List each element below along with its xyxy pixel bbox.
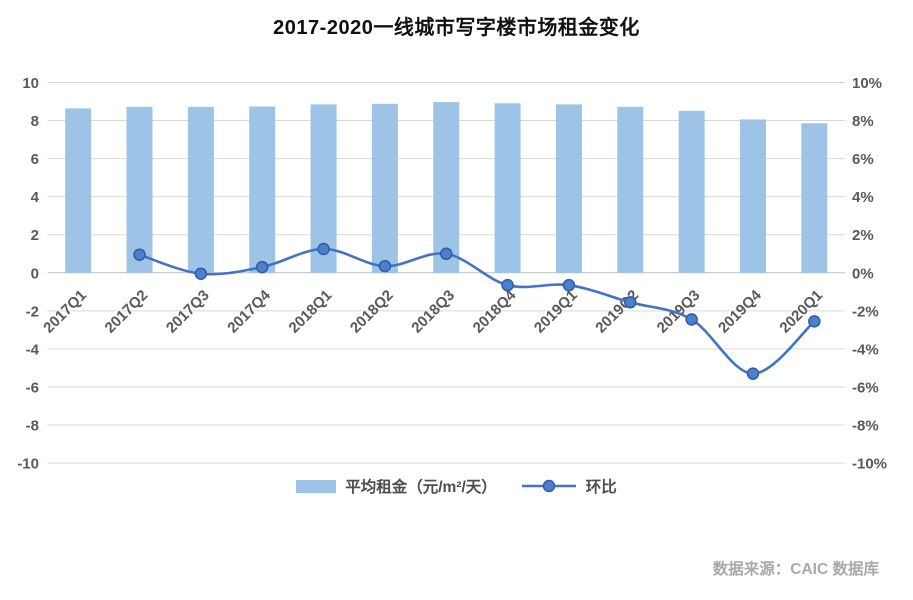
left-axis-tick--8: -8 [26,418,39,435]
left-axis-tick--2: -2 [26,303,39,320]
bar-2017Q3 [187,106,214,273]
left-axis-tick-8: 8 [31,113,39,130]
bar-2019Q4 [739,119,766,273]
right-axis-tick-6%: 6% [852,151,874,168]
x-axis-label-2019Q2: 2019Q2 [592,287,642,337]
bar-2017Q1 [65,108,92,273]
data-source-note: 数据来源：CAIC 数据库 [712,561,879,578]
right-axis-tick-0%: 0% [852,265,874,282]
qoq-point-2019Q4 [746,367,760,380]
x-axis-label-2017Q4: 2017Q4 [224,286,274,336]
legend-item-average-rent: 平均租金（元/m²/天） [296,475,497,497]
qoq-point-2020Q1 [808,315,821,328]
right-axis-tick--10%: -10% [852,456,887,473]
bar-2019Q1 [555,104,582,273]
right-axis-tick--2%: -2% [852,303,879,320]
x-axis-label-2018Q1: 2018Q1 [286,287,336,337]
x-axis-label-2019Q1: 2019Q1 [531,287,581,337]
left-axis-tick-4: 4 [31,189,40,206]
right-axis-tick-10%: 10% [852,75,882,92]
bar-series-swatch [296,479,337,493]
left-axis-tick-10: 10 [22,75,39,92]
right-axis-tick--4%: -4% [852,341,879,358]
left-axis-tick-0: 0 [31,265,39,282]
bar-2017Q4 [249,106,276,273]
legend-label-average-rent: 平均租金（元/m²/天） [345,479,497,496]
right-axis-tick--6%: -6% [852,379,879,396]
chart-legend: 平均租金（元/m²/天） 环比 [0,475,913,497]
x-axis-label-2020Q1: 2020Q1 [776,287,826,337]
qoq-point-2019Q2 [624,296,637,309]
qoq-point-2018Q1 [317,242,330,256]
x-axis-label-2018Q3: 2018Q3 [408,287,458,337]
bar-2017Q2 [126,106,153,273]
right-axis-tick--8%: -8% [852,418,879,435]
bar-2019Q3 [678,110,705,273]
chart-title: 2017-2020一线城市写字楼市场租金变化 [273,17,640,39]
left-axis-tick-6: 6 [31,151,39,168]
qoq-point-2019Q3 [685,313,698,326]
left-axis-tick--4: -4 [26,341,40,358]
qoq-point-2018Q2 [378,259,392,273]
line-marker-icon [521,479,576,493]
x-axis-label-2019Q4: 2019Q4 [715,286,765,336]
right-axis-tick-4%: 4% [852,189,874,206]
x-axis-label-2017Q1: 2017Q1 [40,287,90,337]
qoq-point-2017Q3 [194,267,208,281]
right-axis-tick-2%: 2% [852,227,874,244]
legend-label-qoq: 环比 [585,479,617,496]
left-axis-tick--10: -10 [17,456,39,473]
bar-2019Q2 [617,106,644,273]
x-axis-label-2017Q3: 2017Q3 [163,287,213,337]
qoq-point-2017Q2 [133,248,146,261]
qoq-point-2017Q4 [255,260,269,274]
line-series-swatch [521,479,577,493]
x-axis-label-2018Q2: 2018Q2 [347,287,397,337]
legend-item-qoq: 环比 [521,475,617,497]
bar-2018Q4 [494,103,521,273]
left-axis-tick-2: 2 [31,227,39,244]
x-axis-label-2019Q3: 2019Q3 [654,287,704,337]
bar-2020Q1 [801,123,828,273]
bar-2018Q2 [371,103,398,273]
right-axis-tick-8%: 8% [852,113,874,130]
qoq-point-2018Q4 [501,278,514,292]
left-axis-tick--6: -6 [26,379,39,396]
qoq-point-2019Q1 [562,278,576,292]
x-axis-label-2018Q4: 2018Q4 [470,286,520,336]
bar-2018Q3 [433,102,460,273]
qoq-point-2018Q3 [440,247,453,261]
x-axis-label-2017Q2: 2017Q2 [102,287,152,337]
